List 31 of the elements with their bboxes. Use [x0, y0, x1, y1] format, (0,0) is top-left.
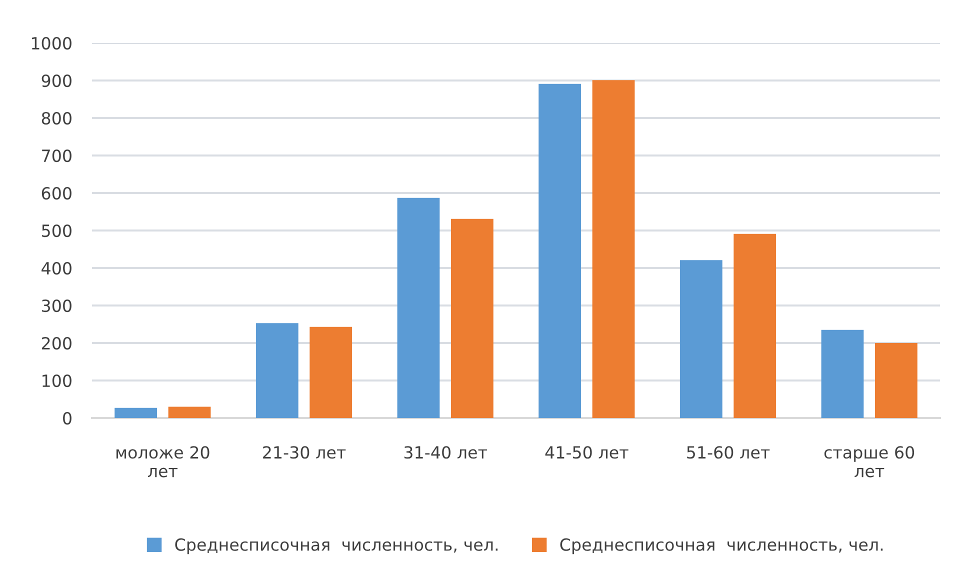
x-tick-label: 21-30 лет	[263, 446, 346, 459]
bar	[310, 326, 352, 418]
y-tick-label: 200	[42, 336, 72, 350]
bar	[168, 406, 211, 418]
x-tick-label: старше 60 лет	[824, 446, 914, 478]
y-tick-label: 400	[42, 262, 72, 275]
bar	[450, 218, 494, 418]
bar	[874, 343, 918, 418]
x-tick-label: моложе 20 лет	[116, 446, 210, 478]
x-tick-label: 51-60 лет	[687, 446, 770, 459]
y-tick-label: 0	[63, 412, 72, 425]
bar	[114, 408, 158, 418]
y-tick-label: 1000	[32, 36, 72, 50]
bar	[821, 330, 864, 418]
y-tick-label: 100	[42, 374, 72, 388]
x-tick-label: 31-40 лет	[404, 446, 488, 459]
y-tick-label: 900	[42, 74, 72, 88]
legend-label: Среднесписочная численность, чел.	[175, 538, 498, 554]
legend-label: Среднесписочная численность, чел.	[560, 538, 883, 554]
y-tick-label: 600	[42, 186, 72, 200]
bar	[397, 198, 440, 418]
bar	[680, 260, 722, 418]
bar	[256, 323, 298, 418]
x-tick-label: 41-50 лет	[545, 446, 628, 459]
y-tick-label: 300	[42, 299, 72, 312]
bar	[592, 80, 635, 418]
y-tick-label: 800	[42, 112, 72, 125]
y-tick-label: 700	[42, 149, 72, 162]
bar	[734, 234, 776, 418]
bar	[538, 84, 582, 418]
y-tick-label: 500	[42, 224, 72, 238]
